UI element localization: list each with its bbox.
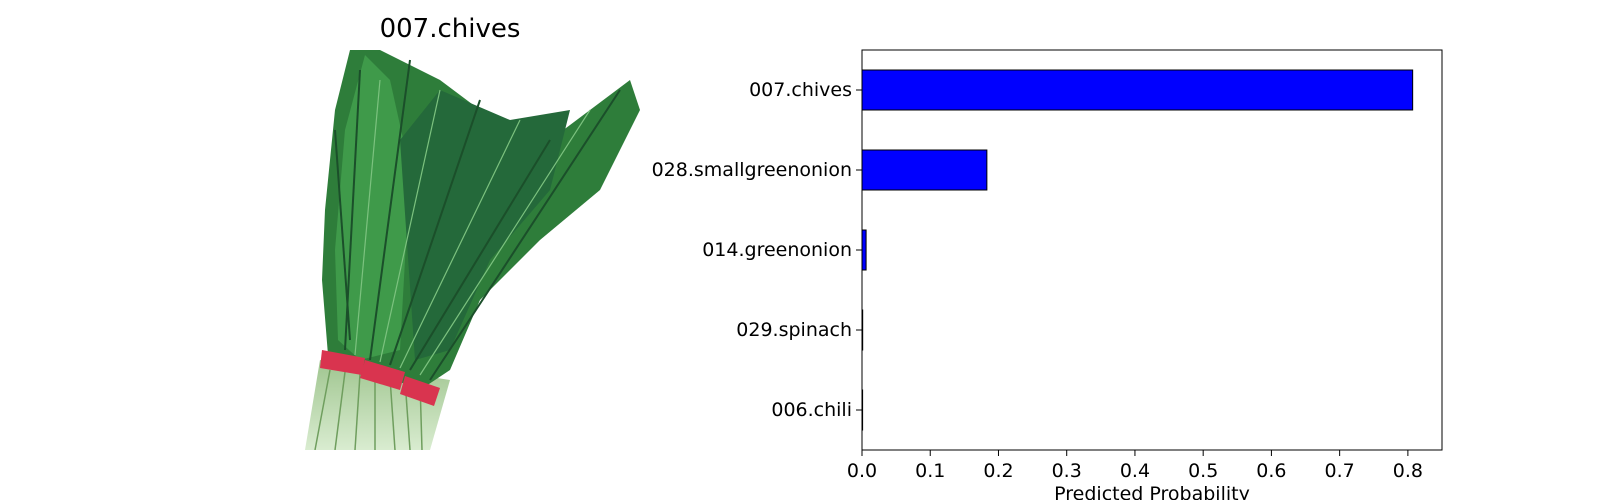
x-tick-label: 0.1 <box>915 460 945 482</box>
plot-frame <box>861 49 1443 451</box>
x-tick-label: 0.2 <box>983 460 1013 482</box>
bar <box>861 69 1414 111</box>
x-tick-label: 0.0 <box>847 460 877 482</box>
x-tick-label: 0.4 <box>1120 460 1150 482</box>
x-tick-label: 0.6 <box>1256 460 1286 482</box>
image-title: 007.chives <box>379 14 521 44</box>
y-tick-label: 028.smallgreenonion <box>652 159 852 181</box>
y-tick-label: 014.greenonion <box>702 239 852 261</box>
x-tick-label: 0.5 <box>1188 460 1218 482</box>
x-tick-label: 0.8 <box>1393 460 1423 482</box>
bar <box>861 389 864 431</box>
bar <box>861 149 988 191</box>
y-tick-label: 029.spinach <box>736 319 852 341</box>
x-tick-label: 0.7 <box>1325 460 1355 482</box>
y-tick-label: 006.chili <box>771 399 852 421</box>
chives-photo <box>250 50 650 450</box>
x-tick-label: 0.3 <box>1052 460 1082 482</box>
y-tick-label: 007.chives <box>749 79 852 101</box>
x-axis-label: Predicted Probability <box>1054 483 1250 500</box>
bar <box>861 229 867 271</box>
bar <box>861 309 864 351</box>
